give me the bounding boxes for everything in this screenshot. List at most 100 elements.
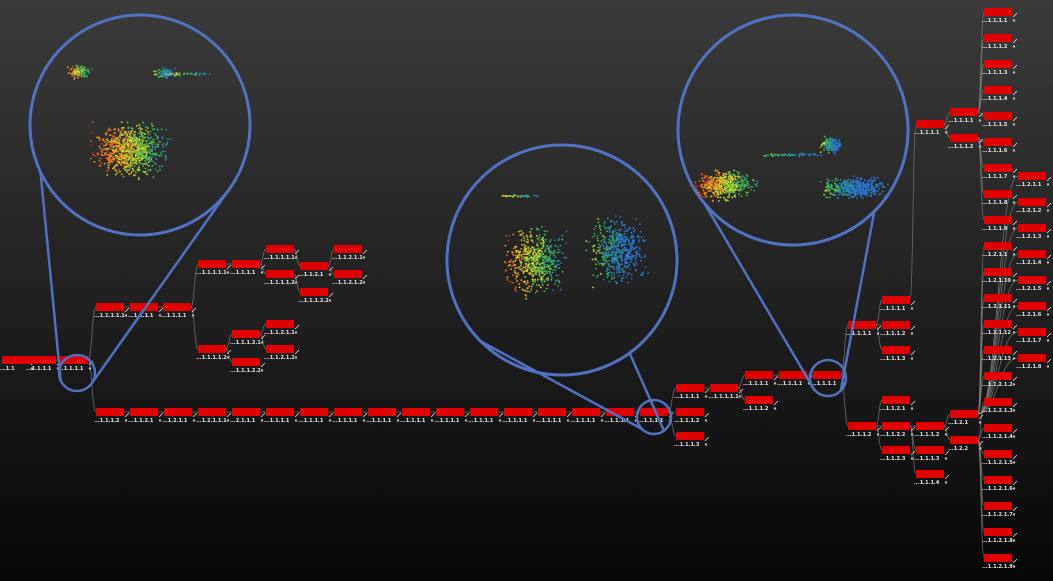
node[interactable]: ...1.1.1.1 [468,408,504,424]
node[interactable]: ...1.1.1.3 [914,446,950,462]
node[interactable]: ...1.2.1.1 [982,242,1018,258]
node[interactable]: ...1.1.1.1.1 [708,384,744,400]
node[interactable]: ...1.1.1.2.2 [230,358,266,374]
node[interactable]: ...1.1.1.2 [948,134,984,150]
point [628,239,630,242]
node[interactable]: ...1.2.1.13 [982,346,1018,362]
point [826,138,828,140]
node[interactable]: ...1.1.2.1.2 [264,345,300,361]
node[interactable]: ...1.2.1.1 [162,408,198,424]
node[interactable]: ...1.1.2.1.3 [982,398,1018,414]
node[interactable]: ...1.1.2.1 [298,262,334,278]
point [137,153,140,156]
node[interactable]: ...1.1.1.1.1 [264,245,300,261]
node[interactable]: ...1.1.1.8 [982,190,1018,206]
node[interactable]: ...1.2.1 [948,410,984,426]
point [704,176,707,179]
node[interactable]: ...1.1.1.2 [982,34,1018,50]
point [554,266,557,268]
node[interactable]: ...1.1.1.3 [982,60,1018,76]
node[interactable]: ...1.1.1.1 [743,371,779,387]
node[interactable]: ...1.1.1.1 [264,408,300,424]
node[interactable]: ...1.1.2.1.1 [332,245,368,261]
node[interactable]: ...1.2.1.6 [1016,302,1052,318]
node[interactable]: ...1.1.2.1 [128,408,164,424]
node[interactable]: ...1.2.1.12 [982,320,1018,336]
node[interactable]: ...1.1.1.2 [846,422,882,438]
node[interactable]: ...1.1.1.1.2 [264,270,300,286]
node[interactable]: ...1.1.1.2 [880,321,916,337]
node[interactable]: ...1.1.1.4 [914,470,950,486]
point [550,274,552,276]
point [615,259,618,262]
node[interactable]: ...1.1.1.1 [434,408,470,424]
node[interactable]: ...1.1.2.1.7 [982,502,1018,518]
node[interactable]: ...1.2.1.1 [1016,172,1052,188]
node[interactable]: ...1.1.1.5 [982,112,1018,128]
node[interactable]: ...1.1.1.1 [366,408,402,424]
node[interactable]: ...1.2.1.8 [1016,354,1052,370]
node[interactable]: ...2.1.1.1 [230,408,266,424]
node[interactable]: ...1.1.1.1 [570,408,606,424]
node[interactable]: ...1.1.1.1 [914,120,950,136]
node[interactable]: ...1.2.1.1.1 [196,408,232,424]
node[interactable]: ...1.1.1.2 [914,422,950,438]
point [122,175,125,178]
node[interactable]: ...1.1.1.3 [880,346,916,362]
node[interactable]: ...1.1.2.2 [880,422,916,438]
node[interactable]: ...1.2.1.5 [1016,276,1052,292]
point [623,230,626,233]
node[interactable]: ...1.1.1.1 [332,408,368,424]
node[interactable]: ...1.1.2.1 [880,396,916,412]
node[interactable]: ...1.2.1.4 [1016,250,1052,266]
node[interactable]: ...1.1.1.1 [400,408,436,424]
node[interactable]: ...1.1.2.1.9 [982,554,1018,570]
node[interactable]: ...1.1.1.1 [846,321,882,337]
node[interactable]: ...1.1.1.1 [982,8,1018,24]
node[interactable]: ...1.2.2 [948,436,984,452]
point [503,260,506,263]
node[interactable]: ...1.1.1.7 [982,164,1018,180]
node[interactable]: ...1.1.1.1 [948,108,984,124]
node[interactable]: ...1.1.1.1 [161,303,197,319]
node[interactable]: ...1.2.1.11 [982,294,1018,310]
node[interactable]: ...1.1.2.1.1 [264,320,300,336]
node-label: ...1.1.1.2 [846,432,872,438]
node[interactable]: ...1.1.1.2 [674,408,710,424]
point [723,178,726,181]
node[interactable]: ...1.1.1.2 [94,408,130,424]
node[interactable]: ...1.1.1.1.1 [94,303,130,319]
node[interactable]: ...1.2.1.2 [1016,198,1052,214]
node[interactable]: ...1.1.1.1.1 [196,260,232,276]
node[interactable]: ...1.2.1.10 [982,268,1018,284]
node[interactable]: ...1.1.1.9 [982,216,1018,232]
node[interactable]: ...1.1.1.3 [674,432,710,448]
node[interactable]: ...1.1.1.1 [298,408,334,424]
node[interactable]: ...1.1.1.4 [982,86,1018,102]
node[interactable]: ...1.1.1.1 [674,384,710,400]
node[interactable]: ...1.1.1.6 [982,138,1018,154]
node[interactable]: ...1.1.2.1.8 [982,528,1018,544]
node[interactable]: ...1.1.1.1.2 [196,345,232,361]
node-icon [1046,313,1050,316]
node[interactable]: ...1.1.2.3 [880,446,916,462]
node[interactable]: ...1.1.1.1 [502,408,538,424]
point [614,234,617,236]
node[interactable]: ...1.1.2.1.4 [982,424,1018,440]
node[interactable]: ...1.2.1.7 [1016,328,1052,344]
point [718,183,721,185]
node[interactable]: ...1.1.1.2 [743,396,779,412]
node[interactable]: ...1.1.2.1.6 [982,476,1018,492]
point [90,144,93,147]
node[interactable]: ...1.1.1.2.1 [230,330,266,346]
node[interactable]: ...1.1.2.1.5 [982,450,1018,466]
node[interactable]: ...1.1.2.1.2 [982,372,1018,388]
node[interactable]: ...1.1.2.1.2 [332,270,368,286]
node-box [882,296,910,304]
node[interactable]: ...1.2.1.3 [1016,224,1052,240]
node[interactable]: ...1.1.1.1 [880,296,916,312]
point [603,247,606,250]
node[interactable]: ...1.1.1.2.2 [298,288,334,304]
node[interactable]: ...1.1.1.1 [230,260,266,276]
node[interactable]: ...1.1.1.1 [536,408,572,424]
